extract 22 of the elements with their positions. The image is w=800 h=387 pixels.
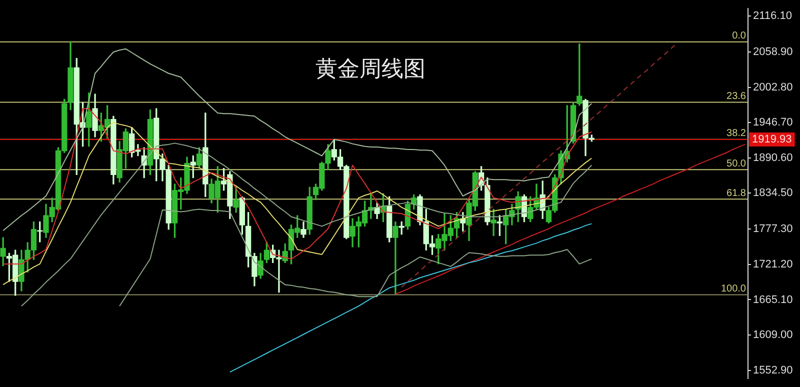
ref-line-label: 1919.93 bbox=[752, 133, 792, 146]
y-tick-label: 1777.30 bbox=[753, 223, 793, 236]
y-tick-label: 1665.10 bbox=[753, 294, 793, 306]
candlestick bbox=[392, 221, 398, 294]
y-tick-label: 1552.90 bbox=[753, 364, 793, 376]
y-tick-label: 1946.70 bbox=[753, 116, 793, 129]
annotation: 50.0 bbox=[726, 158, 746, 170]
annotation: 38.2 bbox=[726, 128, 746, 140]
y-tick-label: 2002.80 bbox=[753, 81, 793, 94]
annotation: 61.8 bbox=[726, 188, 746, 199]
annotation: 100.0 bbox=[720, 284, 746, 295]
y-tick-label: 1890.60 bbox=[753, 152, 793, 164]
y-tick-label: 1609.00 bbox=[753, 329, 793, 342]
line-series bbox=[401, 42, 678, 288]
y-tick-label: 1721.20 bbox=[753, 258, 793, 270]
y-tick-label: 2116.10 bbox=[753, 10, 792, 22]
annotation: 23.6 bbox=[726, 91, 746, 102]
text: 黄金周线图 bbox=[315, 56, 426, 82]
candlestick bbox=[490, 208, 496, 236]
y-tick-label: 1834.50 bbox=[753, 187, 793, 200]
annotation: 0.0 bbox=[732, 30, 746, 42]
y-tick-label: 2058.90 bbox=[753, 46, 793, 58]
